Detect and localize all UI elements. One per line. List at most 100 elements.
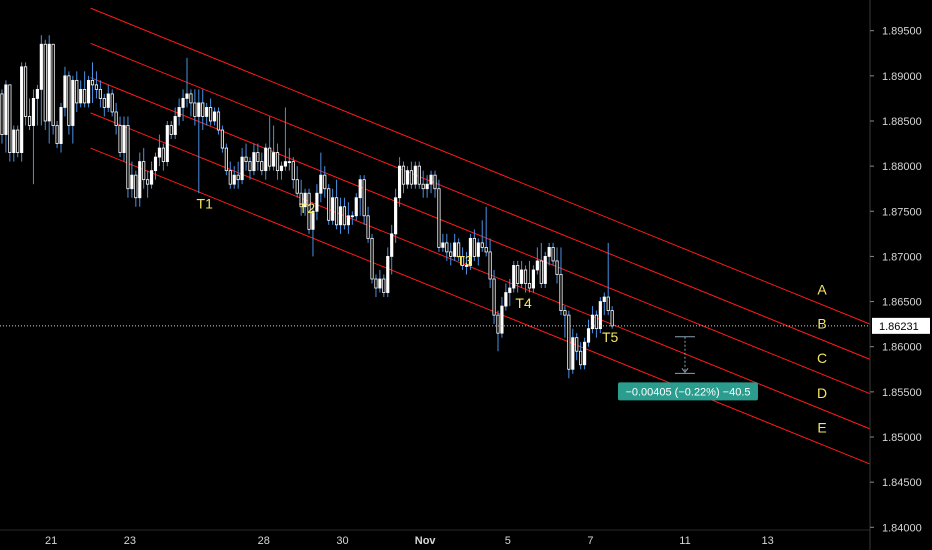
- candle-body-down: [8, 84, 12, 153]
- current-price-tag: 1.86231: [872, 317, 930, 334]
- candle: [496, 310, 500, 352]
- candle: [291, 157, 295, 189]
- candle: [264, 143, 268, 180]
- candle: [122, 116, 126, 162]
- time-tick-label: 21: [45, 535, 57, 547]
- candle: [153, 152, 158, 180]
- candle-body-up: [413, 165, 417, 185]
- candle-body-up: [138, 161, 142, 199]
- channel-line-c[interactable]: [90, 77, 871, 395]
- candle-body-down: [457, 242, 461, 257]
- candle-body-up: [181, 98, 185, 108]
- candle-body-down: [27, 116, 32, 126]
- candle-body-up: [468, 237, 473, 266]
- time-axis[interactable]: 21 23 28 30 Nov 5 7 11 13: [45, 535, 774, 547]
- touch-labels: T1 T2 T3 T4 T5: [197, 196, 619, 346]
- candle-body-down: [382, 278, 386, 293]
- price-tick-label: 1.84000: [882, 522, 922, 534]
- candle: [457, 238, 461, 261]
- candle: [342, 197, 347, 230]
- candle-body-up: [571, 337, 575, 370]
- candle-body-up: [602, 296, 606, 302]
- candle-body-down: [16, 129, 20, 153]
- candle-body-up: [311, 210, 315, 230]
- candle: [433, 170, 437, 198]
- price-axis[interactable]: 1.89500 1.89000 1.88500 1.88000 1.87500 1.870…: [870, 26, 922, 535]
- candle-body-down: [437, 188, 441, 248]
- candle-body-down: [224, 147, 228, 172]
- candle: [27, 98, 32, 131]
- candle: [401, 161, 406, 194]
- candle-body-up: [79, 88, 83, 104]
- candle: [185, 57, 189, 108]
- touch-label-t4: T4: [515, 295, 532, 311]
- candle-body-up: [331, 197, 335, 221]
- candle: [311, 206, 315, 257]
- candle: [551, 242, 555, 266]
- candle: [224, 143, 228, 176]
- touch-label-t2: T2: [299, 200, 316, 216]
- candle: [386, 247, 390, 298]
- candle: [567, 310, 571, 379]
- candle: [248, 157, 252, 180]
- candle: [319, 152, 323, 203]
- candle-body-down: [480, 242, 484, 248]
- time-tick-label: 13: [762, 535, 774, 547]
- candle: [83, 71, 87, 108]
- candle: [429, 170, 433, 194]
- candle: [138, 152, 142, 207]
- candle: [500, 297, 504, 338]
- candle-body-down: [606, 296, 610, 311]
- candle: [24, 62, 28, 126]
- candle: [335, 179, 339, 230]
- price-tick-label: 1.86500: [882, 297, 922, 309]
- candle-body-up: [547, 246, 551, 257]
- candle: [157, 134, 162, 167]
- candle-body-up: [232, 174, 236, 185]
- channel-line-e[interactable]: [90, 147, 871, 465]
- candle-body-down: [523, 269, 528, 284]
- candle-body-up: [165, 125, 169, 163]
- candle-body-up: [358, 179, 362, 199]
- candle: [71, 75, 75, 144]
- candle: [279, 161, 284, 180]
- candle-body-up: [173, 116, 177, 135]
- candle-body-up: [205, 107, 209, 117]
- candle-body-up: [508, 287, 512, 293]
- candle: [559, 247, 563, 316]
- candle-body-down: [126, 125, 130, 190]
- candle-body-down: [445, 242, 449, 253]
- candle-body-down: [102, 98, 106, 108]
- candle-body-up: [338, 206, 343, 226]
- candle-body-up: [157, 147, 162, 158]
- candle-body-up: [590, 314, 595, 330]
- candle-body-down: [323, 174, 327, 190]
- candle-body-down: [594, 314, 598, 330]
- candle-body-down: [496, 314, 500, 334]
- candle-body-up: [130, 174, 134, 190]
- candle-body-up: [504, 292, 508, 307]
- candle-body-down: [610, 310, 614, 327]
- channel-line-d[interactable]: [90, 112, 871, 430]
- candle: [260, 152, 264, 176]
- candle: [205, 102, 209, 126]
- channel-lines[interactable]: [90, 7, 871, 465]
- candle: [240, 148, 244, 185]
- candle: [378, 269, 382, 293]
- channel-line-a[interactable]: [90, 7, 871, 325]
- channel-line-b[interactable]: [90, 42, 871, 360]
- candle: [366, 206, 370, 243]
- candle-body-down: [75, 79, 79, 104]
- price-tick-label: 1.87500: [882, 206, 922, 218]
- candle: [39, 35, 43, 126]
- price-tick-label: 1.86000: [882, 342, 922, 354]
- candle-body-up: [425, 183, 429, 190]
- candle: [98, 80, 102, 108]
- candle: [472, 229, 476, 261]
- candle-body-up: [520, 269, 524, 284]
- measure-tool[interactable]: −0.00405 (−0.22%) −40.5: [617, 336, 758, 401]
- price-tick-label: 1.84500: [882, 477, 922, 489]
- candle: [295, 166, 299, 198]
- candle: [146, 170, 150, 198]
